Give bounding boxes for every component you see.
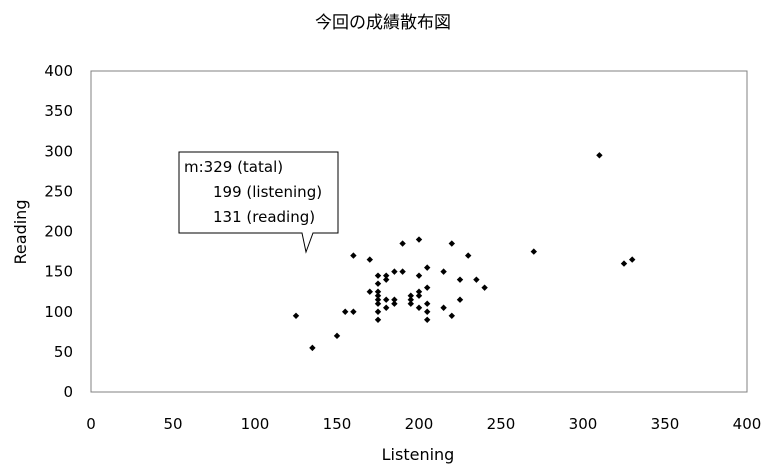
data-point (407, 300, 414, 307)
y-tick-label: 350 (44, 102, 73, 120)
data-point (424, 264, 431, 271)
data-point (456, 276, 464, 283)
data-point (473, 276, 480, 283)
x-tick-label: 0 (86, 415, 96, 433)
x-axis-ticks: 0 50 100 150 200 250 300 350 400 (86, 415, 761, 433)
x-tick-label: 150 (323, 415, 352, 433)
x-tick-label: 250 (487, 415, 516, 433)
data-point (366, 288, 373, 295)
plot-area (90, 70, 748, 393)
data-point (407, 296, 414, 303)
data-point (391, 268, 398, 275)
data-point (465, 252, 472, 259)
data-point (629, 256, 636, 263)
data-point (448, 240, 455, 247)
y-axis-label: Reading (11, 200, 30, 265)
y-tick-label: 50 (54, 343, 73, 361)
data-point (424, 316, 431, 323)
y-tick-label: 100 (44, 303, 73, 321)
y-tick-label: 400 (44, 62, 73, 80)
data-point (292, 312, 300, 319)
data-point (374, 308, 382, 315)
data-point (456, 296, 464, 303)
data-point (374, 316, 382, 323)
callout-line-2: 199 (listening) (213, 183, 322, 201)
data-point (424, 284, 431, 291)
x-tick-label: 50 (163, 415, 182, 433)
y-tick-label: 0 (63, 383, 73, 401)
x-tick-label: 400 (733, 415, 762, 433)
data-point (596, 152, 603, 159)
data-points (292, 152, 636, 352)
callout-box (178, 151, 339, 254)
data-point (415, 292, 423, 299)
data-point (342, 308, 349, 315)
data-point (440, 304, 447, 311)
data-point (383, 296, 390, 303)
x-tick-label: 300 (569, 415, 598, 433)
data-point (415, 272, 423, 279)
data-point (424, 308, 431, 315)
data-point (383, 276, 390, 283)
data-point (374, 292, 382, 299)
y-tick-label: 150 (44, 263, 73, 281)
data-point (350, 308, 357, 315)
data-point (399, 240, 406, 247)
data-point (399, 268, 406, 275)
data-point (481, 284, 488, 291)
data-point (440, 268, 447, 275)
y-tick-label: 250 (44, 182, 73, 200)
y-axis-ticks: 0 50 100 150 200 250 300 350 400 (44, 62, 73, 401)
chart-title: 今回の成績散布図 (315, 13, 451, 33)
callout-line-3: 131 (reading) (213, 208, 315, 226)
data-point (391, 300, 398, 307)
data-point (333, 332, 341, 340)
y-tick-label: 200 (44, 223, 73, 241)
data-point (407, 292, 414, 299)
data-point (415, 304, 423, 311)
annotation-callout: m:329 (tatal) 199 (listening) 131 (readi… (178, 151, 339, 254)
data-point (383, 272, 390, 279)
data-point (448, 312, 455, 319)
data-point (620, 260, 628, 267)
data-point (374, 296, 382, 303)
data-point (383, 304, 390, 311)
data-point (374, 280, 382, 287)
x-axis-label: Listening (382, 445, 455, 464)
data-point (374, 300, 382, 307)
data-point (374, 288, 382, 295)
x-tick-label: 200 (405, 415, 434, 433)
data-point (424, 300, 431, 307)
x-tick-label: 350 (651, 415, 680, 433)
data-point (391, 296, 398, 303)
data-point (530, 248, 537, 255)
y-tick-label: 300 (44, 142, 73, 160)
callout-line-1: m:329 (tatal) (184, 158, 283, 176)
x-tick-label: 100 (241, 415, 270, 433)
data-point (350, 252, 357, 259)
data-point (415, 236, 423, 243)
data-point (366, 256, 373, 263)
data-point (415, 288, 423, 295)
data-point (309, 344, 316, 352)
data-point (374, 272, 382, 279)
